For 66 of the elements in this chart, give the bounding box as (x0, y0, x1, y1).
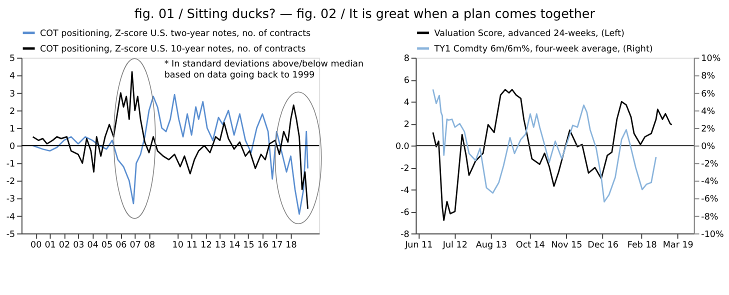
y-tick-label: -5 (6, 230, 16, 240)
x-tick-label: 18 (286, 240, 297, 251)
legend-label: Valuation Score, advanced 24-weeks, (Left) (434, 28, 624, 39)
line-series (432, 88, 672, 221)
x-tick-label: 07 (130, 240, 141, 251)
x-tick-label: 05 (101, 240, 113, 251)
y-tick-label: 6 (404, 76, 410, 86)
y-tick-label: 8 (404, 54, 410, 64)
y2-tick-label: 0% (701, 142, 716, 152)
x-tick-label: 16 (257, 240, 269, 251)
x-tick-label: 06 (116, 240, 128, 251)
y-tick-label: -2 (6, 177, 16, 188)
y2-tick-label: 2% (701, 124, 716, 134)
x-tick-label: Feb 18 (627, 240, 657, 251)
y2-tick-label: 4% (701, 106, 716, 117)
x-tick-label: Jul 12 (442, 240, 468, 251)
y2-tick-label: 8% (701, 72, 716, 82)
y-tick-label: 3 (10, 89, 16, 100)
y-tick-label: 5 (10, 54, 16, 64)
y2-tick-label: -4% (701, 177, 718, 188)
x-tick-label: 14 (228, 240, 241, 251)
x-tick-label: Oct 14 (516, 240, 546, 251)
x-tick-label: 02 (58, 240, 70, 251)
y-tick-label: 4 (10, 72, 16, 82)
y-tick-label: -3 (6, 194, 16, 205)
x-tick-label: 11 (186, 240, 198, 251)
y-tick-label: -4 (400, 186, 410, 196)
y2-tick-label: 6% (701, 89, 716, 100)
y-tick-label: -6 (400, 208, 410, 218)
x-tick-label: 15 (243, 240, 254, 251)
y2-tick-label: -2% (701, 160, 718, 170)
y-tick-label: -4 (6, 212, 16, 222)
x-tick-label: 01 (44, 240, 56, 251)
x-tick-label: Dec 16 (588, 240, 619, 251)
y-tick-label: 2 (10, 106, 16, 117)
y-tick-label: 0 (10, 142, 16, 152)
y-tick-label: 0.0 (395, 142, 410, 152)
y-tick-label: -2 (400, 164, 410, 174)
y-tick-label: -1 (6, 160, 16, 170)
y2-tick-label: -6% (701, 194, 718, 205)
x-tick-label: 13 (214, 240, 226, 251)
legend-label: COT positioning, Z-score U.S. two-year notes, no. of contracts (40, 28, 312, 39)
x-tick-label: 08 (144, 240, 156, 251)
x-tick-label: 03 (73, 240, 84, 251)
x-tick-label: 12 (200, 240, 212, 251)
line-series (32, 94, 308, 215)
y-tick-label: 1 (10, 124, 16, 134)
annotation: * In standard deviations above/below median based on data going back to 1999 (164, 60, 364, 80)
y2-tick-label: -10% (701, 230, 724, 240)
legend-label: COT positioning, Z-score U.S. 10-year notes, no. of contracts (40, 44, 306, 54)
y-tick-label: -8 (400, 230, 410, 240)
x-tick-label: 00 (30, 240, 42, 251)
y-tick-label: 4 (404, 98, 410, 108)
x-tick-label: Aug 13 (476, 240, 507, 251)
x-tick-label: 04 (87, 240, 99, 251)
y-tick-label: 2 (404, 120, 410, 130)
y2-tick-label: 10% (701, 54, 721, 64)
line-series (432, 88, 657, 202)
x-tick-label: Mar 19 (662, 240, 694, 251)
text: fig. 01 / Sitting ducks? — fig. 02 / It is great when a plan comes together (134, 6, 596, 22)
x-tick-label: 10 (172, 240, 184, 251)
x-tick-label: 17 (272, 240, 283, 251)
legend-label: TY1 Comdty 6m/6m%, four-week average, (Right) (433, 44, 653, 54)
x-tick-label: Nov 15 (551, 240, 582, 251)
x-tick-label: Jun 11 (404, 240, 433, 251)
y2-tick-label: -8% (701, 212, 718, 222)
